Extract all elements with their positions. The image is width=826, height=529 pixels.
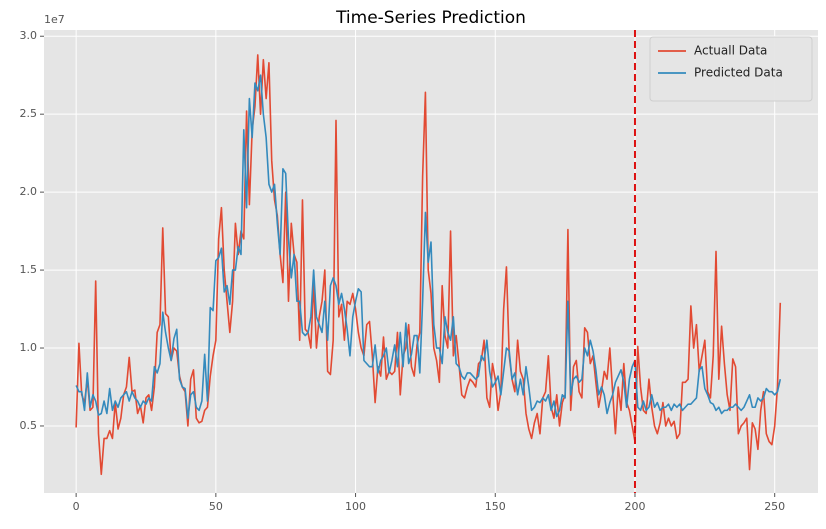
y-tick-label: 2.5 (20, 107, 38, 120)
x-tick-label: 0 (73, 500, 80, 513)
legend-label: Actuall Data (694, 44, 767, 58)
y-tick-label: 1.5 (20, 263, 38, 276)
x-tick-label: 250 (764, 500, 785, 513)
x-tick-label: 150 (485, 500, 506, 513)
series-line (75, 54, 782, 476)
x-tick-label: 200 (624, 500, 645, 513)
x-tick-label: 100 (345, 500, 366, 513)
legend-label: Predicted Data (694, 66, 783, 80)
series-line (75, 74, 782, 419)
y-offset-label: 1e7 (44, 13, 65, 26)
legend-box (649, 36, 813, 102)
x-tick-label: 50 (209, 500, 223, 513)
y-tick-label: 3.0 (20, 29, 38, 42)
y-tick-label: 1.0 (20, 341, 38, 354)
y-tick-label: 2.0 (20, 185, 38, 198)
y-tick-label: 0.5 (20, 419, 38, 432)
chart-title: Time-Series Prediction (335, 8, 526, 28)
